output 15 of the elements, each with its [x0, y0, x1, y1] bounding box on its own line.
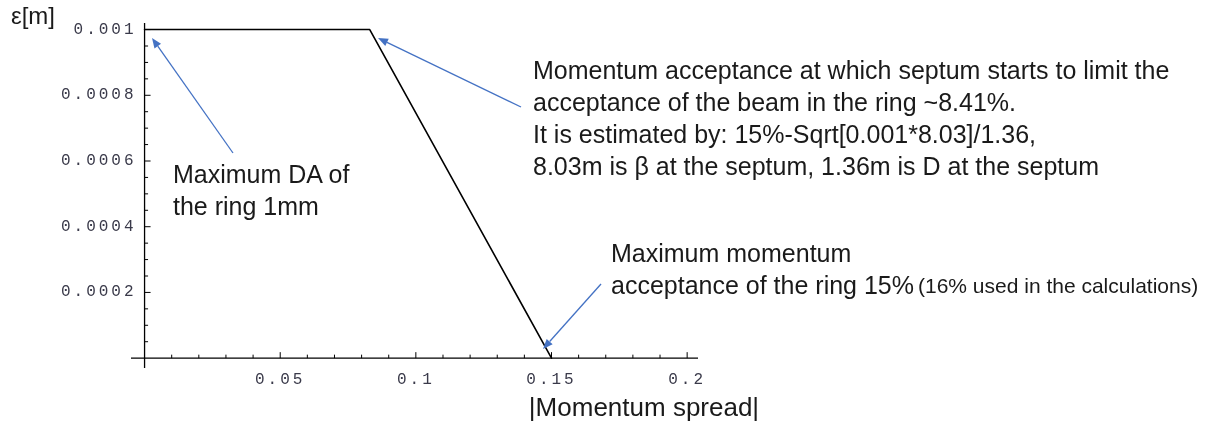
y-tick-label: 0.0008 — [60, 86, 137, 105]
y-tick-label: 0.001 — [73, 20, 137, 39]
x-axis-title: |Momentum spread| — [528, 392, 760, 422]
y-tick-label: 0.0006 — [60, 152, 137, 170]
y-axis-title: ε[m] — [11, 2, 56, 29]
y-tick-label: 0.0002 — [60, 283, 137, 302]
y-tick-label: 0.0004 — [60, 217, 137, 236]
x-tick-label: 0.05 — [255, 371, 306, 390]
text: (16% used in the calculations) — [918, 274, 1199, 297]
x-tick-label: 0.15 — [526, 371, 577, 390]
x-tick-label: 0.1 — [396, 371, 435, 390]
annotation: Maximum momentum acceptance of the ring 15% — [611, 239, 914, 299]
x-tick-label: 0.2 — [668, 371, 707, 390]
annotation: Momentum acceptance at which septum starts to limit the acceptance of the beam in the ring ~8.41%. It is estimated by: 15%-Sqrt[0.001*8.03]/1.36, 8.03m is β at the septum, 1.36m is D at the septum — [533, 56, 1170, 180]
annotation: Maximum DA of the ring 1mm — [173, 160, 350, 220]
